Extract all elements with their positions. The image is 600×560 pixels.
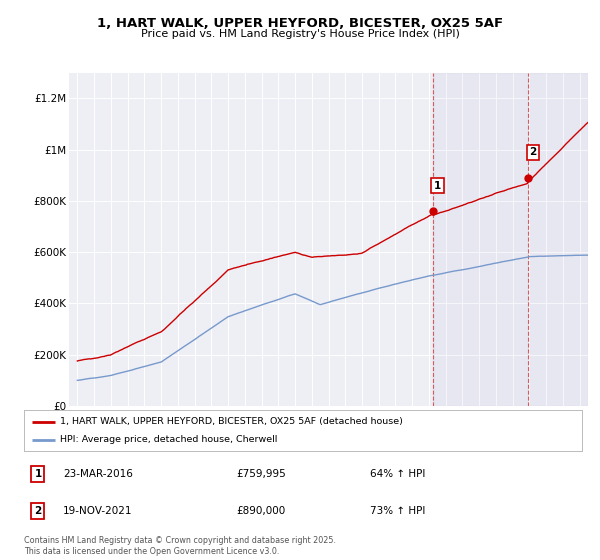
Text: 73% ↑ HPI: 73% ↑ HPI xyxy=(370,506,425,516)
Text: 64% ↑ HPI: 64% ↑ HPI xyxy=(370,469,425,479)
Text: Contains HM Land Registry data © Crown copyright and database right 2025.
This d: Contains HM Land Registry data © Crown c… xyxy=(24,536,336,556)
Text: 2: 2 xyxy=(34,506,41,516)
Text: £759,995: £759,995 xyxy=(236,469,286,479)
Text: 1: 1 xyxy=(34,469,41,479)
Text: Price paid vs. HM Land Registry's House Price Index (HPI): Price paid vs. HM Land Registry's House … xyxy=(140,29,460,39)
Text: 2: 2 xyxy=(529,147,536,157)
Bar xyxy=(433,73,588,406)
Text: 1: 1 xyxy=(434,180,441,190)
Text: 19-NOV-2021: 19-NOV-2021 xyxy=(63,506,133,516)
Text: HPI: Average price, detached house, Cherwell: HPI: Average price, detached house, Cher… xyxy=(60,435,278,444)
Text: 23-MAR-2016: 23-MAR-2016 xyxy=(63,469,133,479)
Text: £890,000: £890,000 xyxy=(236,506,285,516)
Text: 1, HART WALK, UPPER HEYFORD, BICESTER, OX25 5AF: 1, HART WALK, UPPER HEYFORD, BICESTER, O… xyxy=(97,17,503,30)
Text: 1, HART WALK, UPPER HEYFORD, BICESTER, OX25 5AF (detached house): 1, HART WALK, UPPER HEYFORD, BICESTER, O… xyxy=(60,417,403,426)
